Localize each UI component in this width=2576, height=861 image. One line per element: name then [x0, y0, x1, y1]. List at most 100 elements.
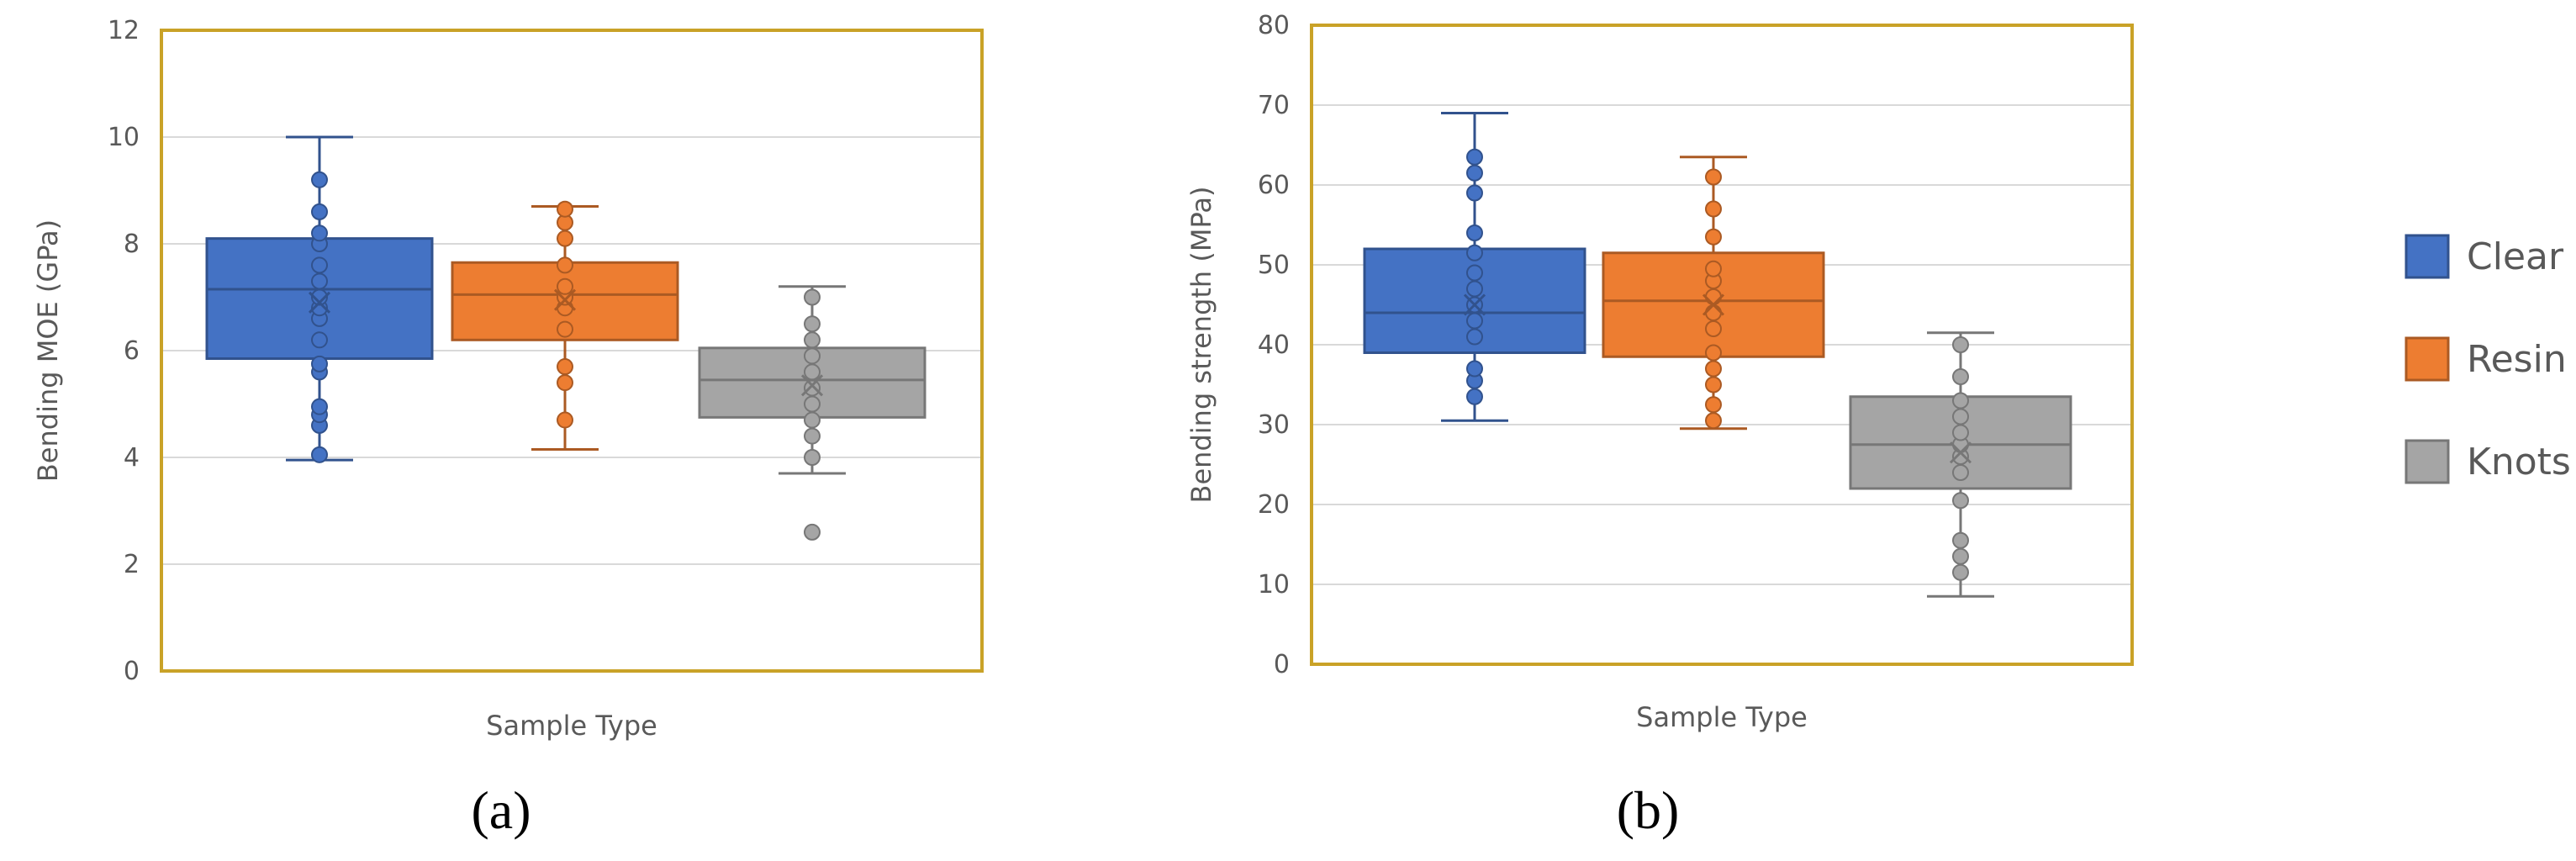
data-point	[557, 200, 573, 218]
box-resin	[1602, 156, 1825, 430]
data-point	[557, 277, 573, 295]
y-tick-label: 70	[1258, 91, 1290, 120]
data-point	[1705, 200, 1722, 218]
y-tick-label: 10	[1258, 570, 1290, 600]
plot-frame	[160, 29, 984, 673]
legend: Clear Resin Knots	[2404, 234, 2571, 484]
data-point	[1705, 396, 1722, 414]
panel-label-a: (a)	[471, 780, 531, 840]
data-point	[311, 256, 328, 274]
data-point	[311, 398, 328, 415]
y-tick-label: 6	[124, 336, 140, 366]
data-point	[1466, 328, 1483, 346]
data-point	[804, 449, 821, 466]
legend-label: Clear	[2467, 235, 2564, 278]
data-point	[1466, 360, 1483, 378]
data-point	[311, 288, 328, 306]
data-point	[557, 411, 573, 429]
data-point	[1705, 344, 1722, 362]
data-point	[1466, 164, 1483, 182]
y-tick-label: 0	[1274, 650, 1290, 679]
data-point	[1705, 304, 1722, 321]
y-axis-title: Bending strength (MPa)	[1185, 187, 1217, 504]
mean-marker	[553, 288, 577, 311]
data-point	[1705, 320, 1722, 337]
data-point	[804, 395, 821, 413]
legend-label: Knots	[2467, 441, 2571, 483]
data-point	[1952, 368, 1969, 385]
data-point	[1705, 360, 1722, 378]
data-point	[1952, 392, 1969, 409]
y-tick-label: 8	[124, 230, 140, 259]
data-point	[1952, 547, 1969, 565]
data-point	[1466, 280, 1483, 298]
data-point	[804, 363, 821, 381]
chart-b: 0 10 20 30 40 50 60 70 80 Sample Type Bending stre…	[1185, 11, 2134, 733]
y-tick-label: 50	[1258, 251, 1290, 280]
data-point	[557, 374, 573, 392]
y-tick-label: 2	[124, 550, 140, 579]
y-tick-label: 60	[1258, 171, 1290, 200]
data-point	[804, 427, 821, 445]
mean-marker	[1949, 441, 1972, 464]
y-tick-label: 40	[1258, 330, 1290, 360]
y-tick-label: 4	[124, 443, 140, 473]
y-tick-label: 80	[1258, 11, 1290, 40]
data-point	[1705, 260, 1722, 277]
y-tick-label: 0	[124, 657, 140, 686]
data-point	[557, 320, 573, 338]
data-point	[311, 272, 328, 290]
mean-marker	[1463, 293, 1486, 316]
mean-marker	[308, 291, 331, 314]
data-point	[1466, 264, 1483, 282]
data-point	[1705, 412, 1722, 430]
data-point	[311, 355, 328, 372]
box-clear	[1363, 112, 1586, 422]
data-point	[1466, 388, 1483, 405]
data-point	[1952, 563, 1969, 581]
data-point	[557, 256, 573, 274]
x-axis-title: Sample Type	[1636, 701, 1808, 733]
data-point	[1952, 464, 1969, 481]
data-point	[1466, 184, 1483, 202]
plot-frame	[1310, 24, 2134, 666]
data-point	[804, 347, 821, 365]
legend-swatch	[2404, 336, 2450, 382]
x-axis-title: Sample Type	[486, 710, 657, 742]
data-point	[804, 288, 821, 306]
box-knots	[1849, 331, 2072, 598]
mean-marker	[1702, 293, 1725, 316]
box-knots	[698, 285, 926, 541]
legend-item-resin: Resin	[2404, 336, 2567, 382]
data-point	[1705, 228, 1722, 246]
data-point	[804, 315, 821, 333]
legend-item-clear: Clear	[2404, 234, 2564, 279]
box-resin	[451, 200, 679, 451]
legend-swatch	[2404, 234, 2450, 279]
data-point	[311, 446, 328, 463]
data-point	[1466, 312, 1483, 330]
box-clear	[205, 135, 434, 463]
data-point	[1952, 531, 1969, 549]
data-point	[1705, 288, 1722, 305]
data-point	[1466, 148, 1483, 166]
mean-marker	[800, 374, 824, 397]
data-point	[804, 379, 821, 397]
data-point	[804, 411, 821, 429]
data-point	[1705, 376, 1722, 394]
data-point	[1952, 336, 1969, 353]
data-point	[311, 203, 328, 220]
legend-item-knots: Knots	[2404, 439, 2571, 484]
legend-label: Resin	[2467, 338, 2567, 381]
data-point	[557, 358, 573, 376]
y-tick-label: 30	[1258, 410, 1290, 440]
y-tick-label: 12	[108, 16, 140, 45]
data-point	[1705, 168, 1722, 186]
y-tick-label: 20	[1258, 490, 1290, 520]
chart-a: 0 2 4 6 8 10 12 Sample Type Bending MOE (GPa)	[32, 16, 984, 742]
data-point	[1466, 224, 1483, 241]
data-point	[311, 171, 328, 188]
data-point	[1952, 408, 1969, 425]
panel-label-b: (b)	[1617, 780, 1680, 840]
